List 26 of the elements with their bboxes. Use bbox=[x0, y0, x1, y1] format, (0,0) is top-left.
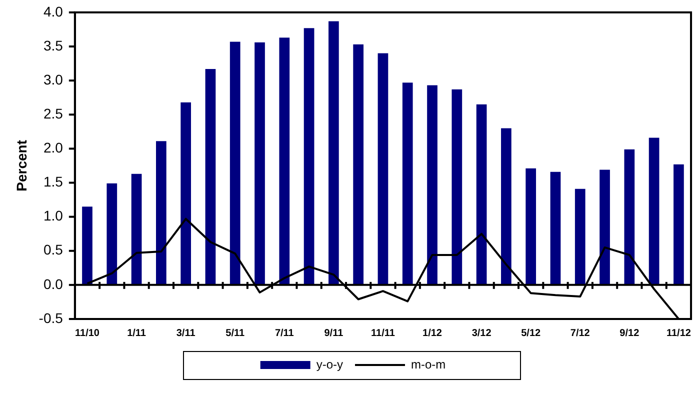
x-tick-label: 7/11 bbox=[274, 328, 294, 339]
x-tick-label: 3/12 bbox=[472, 328, 492, 339]
y-tick-label: 0.0 bbox=[43, 276, 64, 292]
y-tick-label: 3.5 bbox=[43, 37, 64, 54]
y-tick-label: 1.5 bbox=[43, 174, 64, 190]
y-axis-title: Percent bbox=[13, 140, 30, 192]
x-tick-label: 11/10 bbox=[75, 328, 100, 339]
x-tick-label: 9/11 bbox=[324, 328, 344, 339]
x-tick-label: 11/12 bbox=[666, 328, 692, 339]
x-tick-label: 1/11 bbox=[127, 328, 146, 339]
x-tick-label: 1/12 bbox=[422, 328, 442, 339]
x-tick-label: 9/12 bbox=[620, 328, 640, 339]
y-tick-label: 4.0 bbox=[43, 3, 64, 20]
y-tick-label: 0.5 bbox=[43, 242, 64, 258]
y-tick-label: -0.5 bbox=[38, 310, 64, 326]
y-tick-label: 3.0 bbox=[43, 71, 64, 88]
legend-label: m-o-m bbox=[411, 357, 446, 372]
x-tick-label: 11/11 bbox=[371, 328, 396, 339]
x-tick-label: 3/11 bbox=[176, 328, 196, 339]
x-tick-label: 5/11 bbox=[226, 328, 245, 339]
y-tick-label: 1.0 bbox=[43, 208, 64, 224]
y-tick-label: 2.5 bbox=[43, 105, 64, 122]
legend-label: y-o-y bbox=[316, 357, 344, 372]
x-tick-label: 7/12 bbox=[570, 328, 590, 339]
x-tick-label: 5/12 bbox=[521, 328, 542, 339]
y-tick-label: 2.0 bbox=[43, 140, 64, 156]
